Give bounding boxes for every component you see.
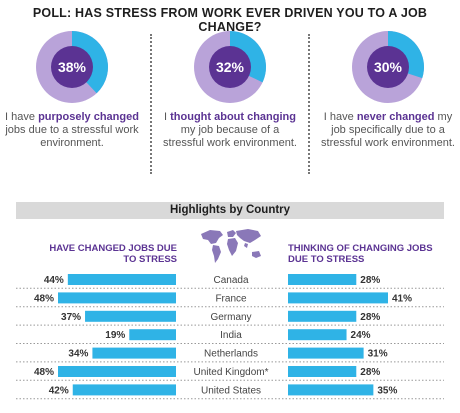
bar-left-6 bbox=[72, 384, 176, 396]
right-column-heading: THINKING OF CHANGING JOBS DUE TO STRESS bbox=[288, 243, 438, 265]
bar-right-2 bbox=[288, 310, 357, 322]
value-label-right-1: 41% bbox=[392, 293, 412, 304]
poll-text-1-post: jobs due to a stressful work environment… bbox=[5, 124, 139, 149]
donut-center bbox=[367, 46, 409, 88]
donut-chart-1: 38% bbox=[36, 31, 108, 103]
poll-item-1: 38% I have purposely changed jobs due to… bbox=[2, 30, 142, 150]
right-heading-line2: DUE TO STRESS bbox=[288, 254, 365, 265]
poll-title: POLL: HAS STRESS FROM WORK EVER DRIVEN Y… bbox=[32, 6, 428, 34]
poll-text-3-highlight: never changed bbox=[356, 111, 435, 123]
divider-2 bbox=[308, 34, 310, 174]
donut-chart-2: 32% bbox=[194, 31, 266, 103]
country-label-3: India bbox=[220, 330, 242, 341]
highlights-title: Highlights by Country bbox=[16, 202, 444, 219]
country-label-4: Netherlands bbox=[204, 349, 258, 360]
left-heading-line1: HAVE CHANGED JOBS DUE bbox=[49, 243, 177, 254]
value-label-right-6: 35% bbox=[377, 385, 397, 396]
divider-1 bbox=[150, 34, 152, 174]
country-label-0: Canada bbox=[213, 275, 248, 286]
value-label-right-3: 24% bbox=[351, 330, 371, 341]
right-heading-line1: THINKING OF CHANGING JOBS bbox=[288, 243, 433, 254]
value-label-left-4: 34% bbox=[68, 349, 88, 360]
country-label-6: United States bbox=[201, 385, 261, 396]
poll-text-2: I thought about changing my job because … bbox=[160, 111, 300, 150]
value-label-left-3: 19% bbox=[105, 330, 125, 341]
bar-left-0 bbox=[67, 274, 176, 285]
donut-value-label: 38% bbox=[58, 59, 87, 75]
left-column-heading: HAVE CHANGED JOBS DUE TO STRESS bbox=[27, 243, 177, 265]
bar-right-3 bbox=[288, 329, 347, 341]
poll-text-3-pre: I have bbox=[323, 111, 357, 123]
world-map-icon bbox=[201, 229, 261, 263]
poll-text-3: I have never changed my job specifically… bbox=[318, 111, 458, 150]
poll-text-2-pre: I bbox=[164, 111, 171, 123]
value-label-left-5: 48% bbox=[34, 367, 54, 378]
value-label-left-6: 42% bbox=[49, 385, 69, 396]
left-heading-line2: TO STRESS bbox=[123, 254, 177, 265]
value-label-right-0: 28% bbox=[360, 275, 380, 286]
poll-text-1-pre: I have bbox=[5, 111, 39, 123]
poll-item-3: 30% I have never changed my job specific… bbox=[318, 30, 458, 150]
country-label-1: France bbox=[215, 293, 247, 304]
bar-left-3 bbox=[129, 329, 176, 341]
donut-center bbox=[209, 46, 251, 88]
donut-value-label: 32% bbox=[216, 59, 245, 75]
donut-value-label: 30% bbox=[374, 59, 403, 75]
poll-text-1: I have purposely changed jobs due to a s… bbox=[2, 111, 142, 150]
poll-item-2: 32% I thought about changing my job beca… bbox=[160, 30, 300, 150]
bar-right-1 bbox=[288, 292, 388, 304]
value-label-right-5: 28% bbox=[360, 367, 380, 378]
poll-text-1-highlight: purposely changed bbox=[38, 111, 139, 123]
value-label-right-4: 31% bbox=[368, 349, 388, 360]
bar-right-6 bbox=[288, 384, 374, 396]
bar-left-5 bbox=[58, 366, 176, 377]
poll-text-2-post: my job because of a stressful work envir… bbox=[163, 124, 297, 149]
value-label-right-2: 28% bbox=[360, 312, 380, 323]
bar-right-0 bbox=[288, 274, 357, 285]
bar-left-1 bbox=[58, 292, 176, 304]
bar-left-4 bbox=[92, 347, 176, 359]
poll-text-2-highlight: thought about changing bbox=[170, 111, 296, 123]
country-label-5: United Kingdom* bbox=[193, 367, 268, 378]
value-label-left-2: 37% bbox=[61, 312, 81, 323]
value-label-left-0: 44% bbox=[44, 275, 64, 286]
value-label-left-1: 48% bbox=[34, 293, 54, 304]
poll-text-3-post: my job specifically due to a stressful w… bbox=[321, 111, 455, 149]
donut-center bbox=[51, 46, 93, 88]
bar-right-4 bbox=[288, 347, 364, 359]
country-label-2: Germany bbox=[210, 312, 251, 323]
donut-chart-3: 30% bbox=[352, 31, 424, 103]
bar-left-2 bbox=[85, 310, 176, 322]
bar-right-5 bbox=[288, 366, 357, 377]
